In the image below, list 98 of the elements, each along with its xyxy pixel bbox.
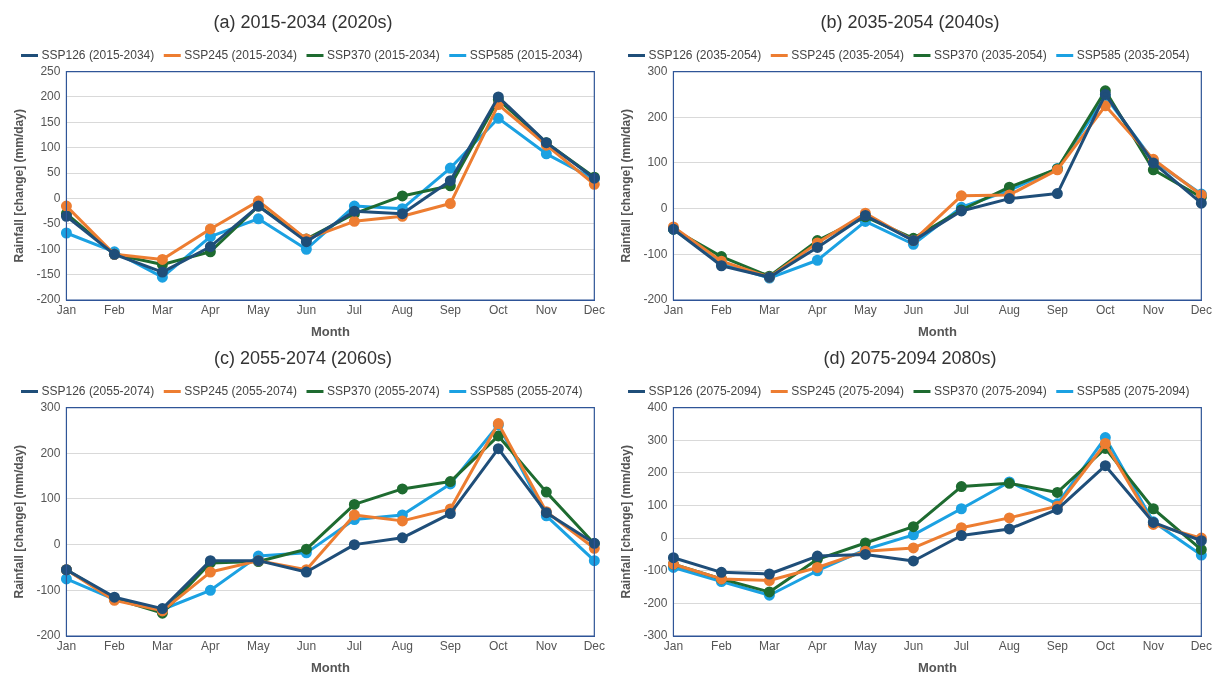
x-tick-label: Oct xyxy=(489,302,509,317)
y-tick-label: 0 xyxy=(53,190,61,205)
legend-label: SSP126 (2015-2034) xyxy=(41,47,155,62)
x-tick-label: Dec xyxy=(583,302,605,317)
y-tick-label: -50 xyxy=(43,216,61,231)
x-tick-label: May xyxy=(854,302,877,317)
x-tick-label: Dec xyxy=(583,638,605,653)
x-tick-label: Nov xyxy=(535,302,558,317)
legend-label: SSP585 (2075-2094) xyxy=(1076,383,1190,398)
x-tick-label: Sep xyxy=(439,638,462,653)
x-tick-label: Jul xyxy=(953,302,970,317)
y-tick-label: 200 xyxy=(40,89,61,104)
x-tick-label: Sep xyxy=(1046,638,1069,653)
x-tick-label: Feb xyxy=(104,638,126,653)
x-tick-label: Nov xyxy=(535,638,558,653)
x-tick-label: Jun xyxy=(903,302,924,317)
x-tick-label: Aug xyxy=(998,638,1021,653)
x-tick-label: Nov xyxy=(1142,638,1165,653)
y-tick-label: 200 xyxy=(647,465,668,480)
x-tick-label: Aug xyxy=(998,302,1021,317)
x-tick-label: Mar xyxy=(759,302,780,317)
y-tick-label: 250 xyxy=(40,63,61,78)
x-tick-label: Dec xyxy=(1190,302,1212,317)
x-tick-label: Mar xyxy=(759,638,780,653)
legend-label: SSP585 (2015-2034) xyxy=(469,47,583,62)
x-tick-label: Jul xyxy=(953,638,970,653)
y-tick-label: 50 xyxy=(47,165,61,180)
x-axis-title: Month xyxy=(917,323,957,339)
x-tick-label: Jul xyxy=(346,302,363,317)
legend-label: SSP585 (2055-2074) xyxy=(469,383,583,398)
legend-label: SSP126 (2055-2074) xyxy=(41,383,155,398)
y-tick-label: -200 xyxy=(643,595,668,610)
legend-label: SSP245 (2015-2034) xyxy=(184,47,297,62)
y-tick-label: 400 xyxy=(647,399,668,414)
x-tick-label: Nov xyxy=(1142,302,1165,317)
legend-label: SSP370 (2015-2034) xyxy=(327,47,440,62)
legend-label: SSP245 (2035-2054) xyxy=(791,47,904,62)
y-tick-label: 0 xyxy=(660,200,668,215)
y-tick-label: 100 xyxy=(40,491,61,506)
y-tick-label: 100 xyxy=(647,497,668,512)
x-tick-label: Oct xyxy=(489,638,509,653)
x-tick-label: Oct xyxy=(1096,638,1116,653)
x-axis-title: Month xyxy=(310,323,350,339)
y-axis-title: Rainfall [change] (mm/day) xyxy=(618,445,633,599)
y-tick-label: 100 xyxy=(647,155,668,170)
x-tick-label: Jul xyxy=(346,638,363,653)
y-tick-label: 300 xyxy=(647,63,668,78)
x-tick-label: Feb xyxy=(711,302,733,317)
y-axis-title: Rainfall [change] (mm/day) xyxy=(11,445,26,599)
y-tick-label: 300 xyxy=(647,432,668,447)
legend-label: SSP126 (2075-2094) xyxy=(648,383,762,398)
x-tick-label: Feb xyxy=(104,302,126,317)
y-tick-label: 150 xyxy=(40,114,61,129)
x-tick-label: May xyxy=(247,302,270,317)
x-tick-label: Feb xyxy=(711,638,733,653)
x-tick-label: Mar xyxy=(152,302,173,317)
legend-label: SSP370 (2055-2074) xyxy=(327,383,440,398)
legend-label: SSP370 (2035-2054) xyxy=(934,47,1047,62)
x-tick-label: Aug xyxy=(391,638,414,653)
x-tick-label: Mar xyxy=(152,638,173,653)
y-tick-label: 200 xyxy=(40,445,61,460)
y-axis-title: Rainfall [change] (mm/day) xyxy=(618,109,633,263)
chart-title: (a) 2015-2034 (2020s) xyxy=(213,11,393,32)
chart-title: (b) 2035-2054 (2040s) xyxy=(820,11,1000,32)
y-tick-label: -150 xyxy=(36,266,61,281)
x-tick-label: Apr xyxy=(201,302,220,317)
legend-label: SSP585 (2035-2054) xyxy=(1076,47,1190,62)
chart-title: (c) 2055-2074 (2060s) xyxy=(213,347,393,368)
legend-label: SSP245 (2075-2094) xyxy=(791,383,904,398)
y-tick-label: 100 xyxy=(40,140,61,155)
x-tick-label: Jun xyxy=(903,638,924,653)
x-tick-label: Aug xyxy=(391,302,414,317)
x-tick-label: Apr xyxy=(808,638,827,653)
y-tick-label: -100 xyxy=(643,246,668,261)
y-tick-label: 0 xyxy=(53,536,61,551)
x-tick-label: Jun xyxy=(296,302,317,317)
y-tick-label: 200 xyxy=(647,109,668,124)
y-tick-label: -100 xyxy=(36,241,61,256)
x-tick-label: May xyxy=(247,638,270,653)
x-tick-label: Jun xyxy=(296,638,317,653)
y-tick-label: -100 xyxy=(643,563,668,578)
x-tick-label: Dec xyxy=(1190,638,1212,653)
y-tick-label: -100 xyxy=(36,582,61,597)
y-tick-label: 0 xyxy=(660,530,668,545)
x-tick-label: Sep xyxy=(439,302,462,317)
y-axis-title: Rainfall [change] (mm/day) xyxy=(11,109,26,263)
legend-label: SSP370 (2075-2094) xyxy=(934,383,1047,398)
x-tick-label: Oct xyxy=(1096,302,1116,317)
x-tick-label: May xyxy=(854,638,877,653)
x-axis-title: Month xyxy=(310,659,350,675)
legend-label: SSP126 (2035-2054) xyxy=(648,47,762,62)
chart-title: (d) 2075-2094 2080s) xyxy=(823,347,997,368)
x-tick-label: Sep xyxy=(1046,302,1069,317)
x-tick-label: Apr xyxy=(201,638,220,653)
x-tick-label: Apr xyxy=(808,302,827,317)
y-tick-label: 300 xyxy=(40,399,61,414)
legend-label: SSP245 (2055-2074) xyxy=(184,383,297,398)
x-axis-title: Month xyxy=(917,659,957,675)
